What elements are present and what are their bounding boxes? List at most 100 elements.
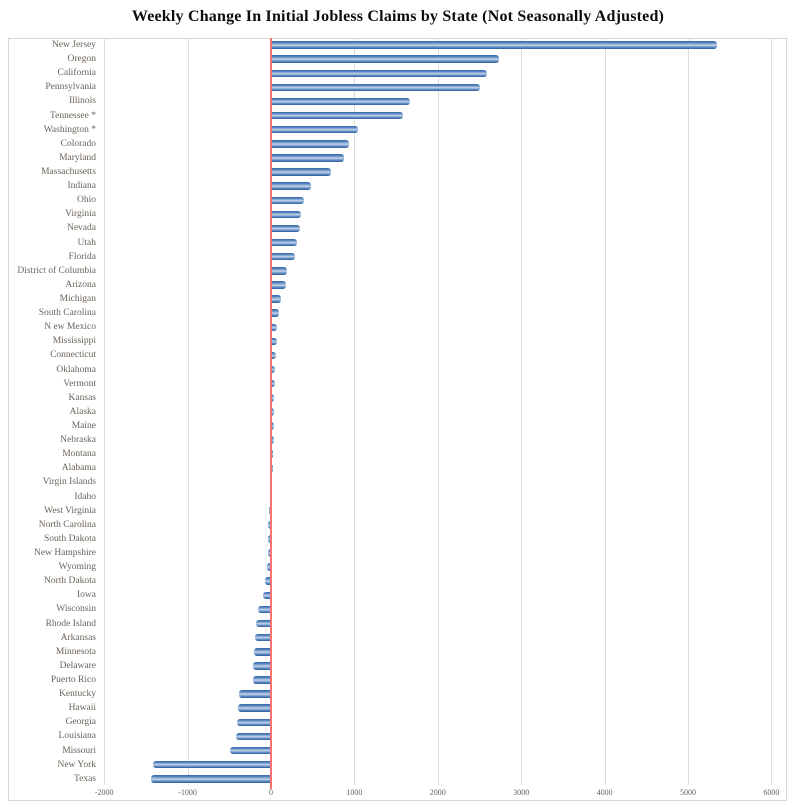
gridline [771,38,773,785]
state-label: Pennsylvania [45,82,96,93]
state-label: Arkansas [60,632,96,643]
bar [271,140,349,148]
bar [271,281,287,289]
state-label: Arizona [65,279,96,290]
bar [271,422,274,430]
state-label: Utah [77,237,96,248]
bar [271,182,312,190]
state-label: Nebraska [60,435,96,446]
bar [267,563,271,571]
state-label: Montana [62,449,96,460]
state-label: Georgia [65,717,96,728]
bar [253,662,271,670]
gridline [104,38,106,785]
bar [271,111,403,120]
state-label: Nevada [66,223,96,234]
bar [235,732,271,741]
state-label: Idaho [74,491,96,502]
state-label: Wyoming [58,562,96,573]
bar [271,337,277,346]
bar [271,55,499,63]
state-label: Alabama [61,463,96,474]
bar [267,549,271,557]
bar [271,436,274,444]
bar [271,69,487,78]
bar [236,718,271,727]
state-label: Florida [68,251,96,262]
bar [271,168,332,176]
bar [255,619,271,628]
bar [271,309,279,317]
state-label: Hawaii [68,703,96,714]
state-label: South Dakota [44,533,96,544]
bar [271,394,275,402]
state-label: Connecticut [50,350,96,361]
state-label: Maryland [59,152,96,163]
state-label: Delaware [59,660,96,671]
state-label: Michigan [59,294,96,305]
state-label: Illinois [69,96,96,107]
gridline [187,38,189,785]
bar [271,97,411,106]
bar [271,323,278,331]
x-tick-label: 6000 [763,788,780,797]
state-label: Colorado [60,138,96,149]
gridline [354,38,356,785]
bar [271,83,480,92]
bar [271,252,296,261]
bar [252,676,271,684]
bar [230,746,271,755]
bar [258,605,271,614]
state-label: North Carolina [38,519,96,530]
state-label: N ew Mexico [44,322,96,333]
bar [271,154,345,162]
x-tick-label: 0 [269,788,273,797]
x-tick-label: 5000 [680,788,696,797]
chart-title: Weekly Change In Initial Jobless Claims … [131,8,665,25]
bar [271,210,301,219]
bar [268,535,271,543]
state-label: Maine [71,421,96,432]
state-label: Missouri [62,745,96,756]
state-label: Virginia [65,209,96,220]
state-label: Alaska [69,406,96,417]
state-label: Ohio [77,195,96,206]
bar [253,648,271,656]
gridline [521,38,523,785]
bar [271,365,275,374]
x-tick-label: 4000 [596,788,613,797]
state-label: Puerto Rico [50,675,96,685]
state-label: Minnesota [55,646,96,657]
bar [255,633,271,642]
state-label: Iowa [77,590,96,601]
state-label: California [57,68,96,79]
bar [153,760,271,769]
state-label: Tennessee * [49,110,96,121]
bar [271,196,305,204]
gridline [604,38,606,785]
bar [271,224,300,233]
state-label: Texas [73,773,96,784]
state-label: Washington * [43,124,96,135]
state-label: North Dakota [44,576,96,587]
gridline [437,38,439,785]
bar [271,379,275,388]
gridline [688,38,689,785]
state-label: Kentucky [59,689,96,700]
bar [265,577,271,585]
x-tick-label: -1000 [178,788,197,797]
bar [237,704,271,712]
bar [271,408,274,416]
bar [239,690,271,698]
bar [263,591,271,600]
state-label: West Virginia [44,505,96,516]
bar [271,351,276,360]
state-label: Vermont [63,378,96,389]
state-label: Virgin Islands [42,477,96,488]
state-label: Rhode Island [45,618,96,629]
state-label: Kansas [68,392,96,403]
x-tick-label: 3000 [513,788,530,797]
plot-frame [8,38,787,801]
state-label: Indiana [67,181,97,192]
